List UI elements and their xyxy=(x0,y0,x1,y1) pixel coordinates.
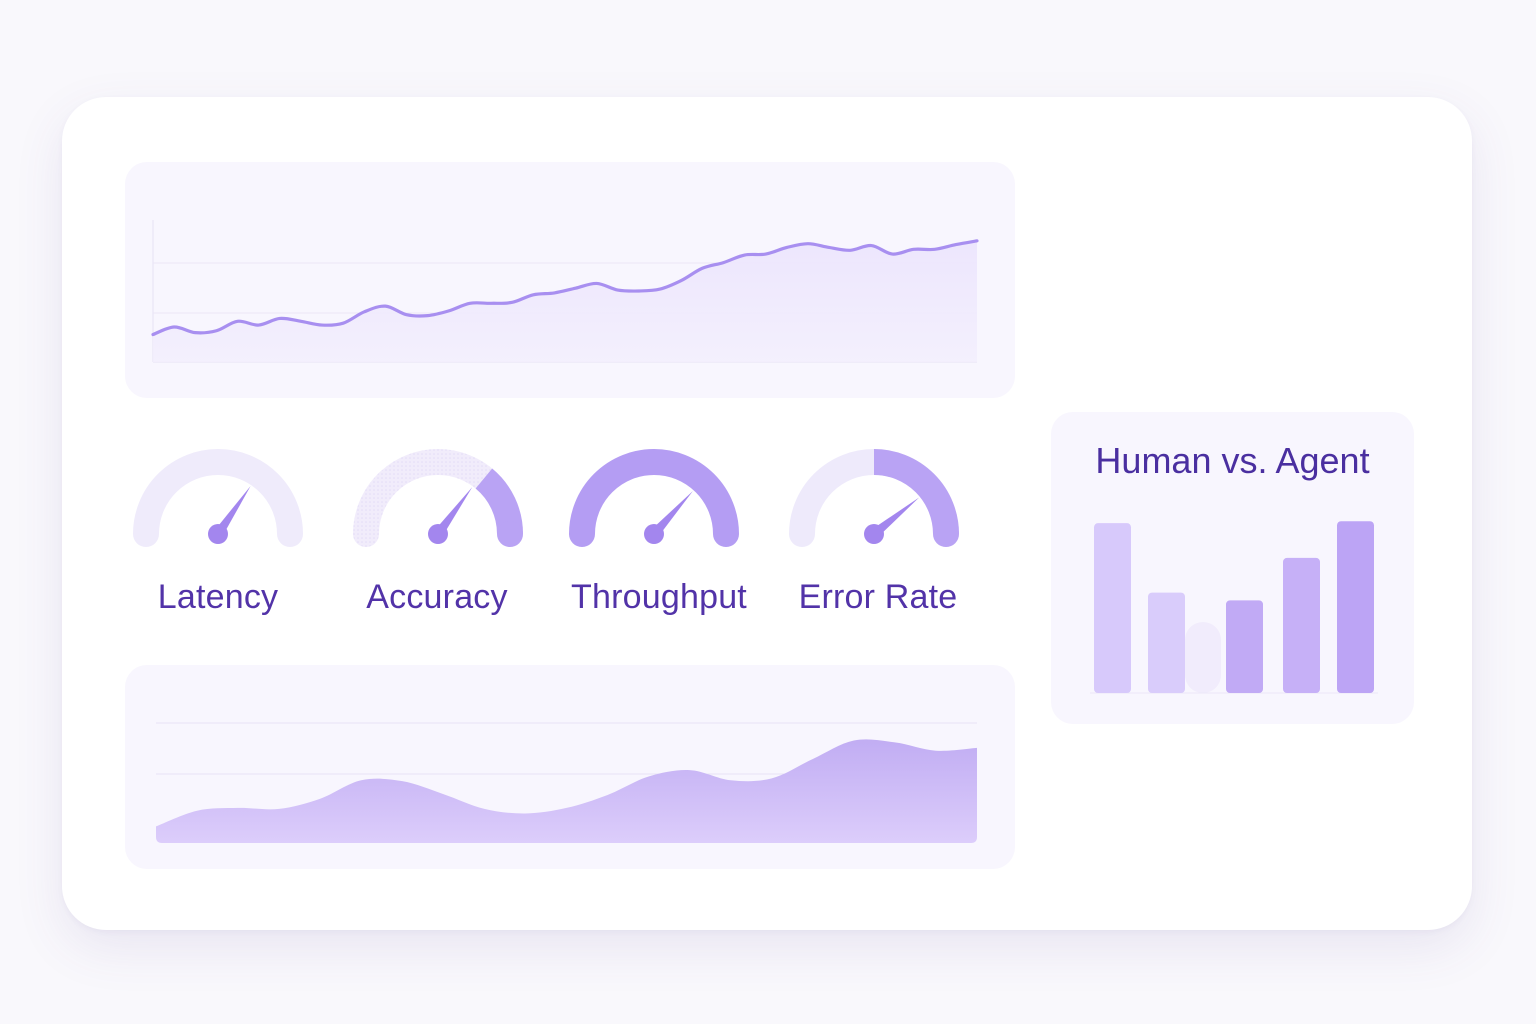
area-chart-panel xyxy=(125,665,1015,869)
gauge-label-accuracy: Accuracy xyxy=(366,578,508,616)
gauge-label-latency: Latency xyxy=(157,578,279,616)
gauge-label-throughput: Throughput xyxy=(571,578,747,616)
gauge-label-error-rate: Error Rate xyxy=(798,578,958,616)
line-chart-panel xyxy=(125,162,1015,398)
bar-chart-title: Human vs. Agent xyxy=(1095,440,1370,481)
